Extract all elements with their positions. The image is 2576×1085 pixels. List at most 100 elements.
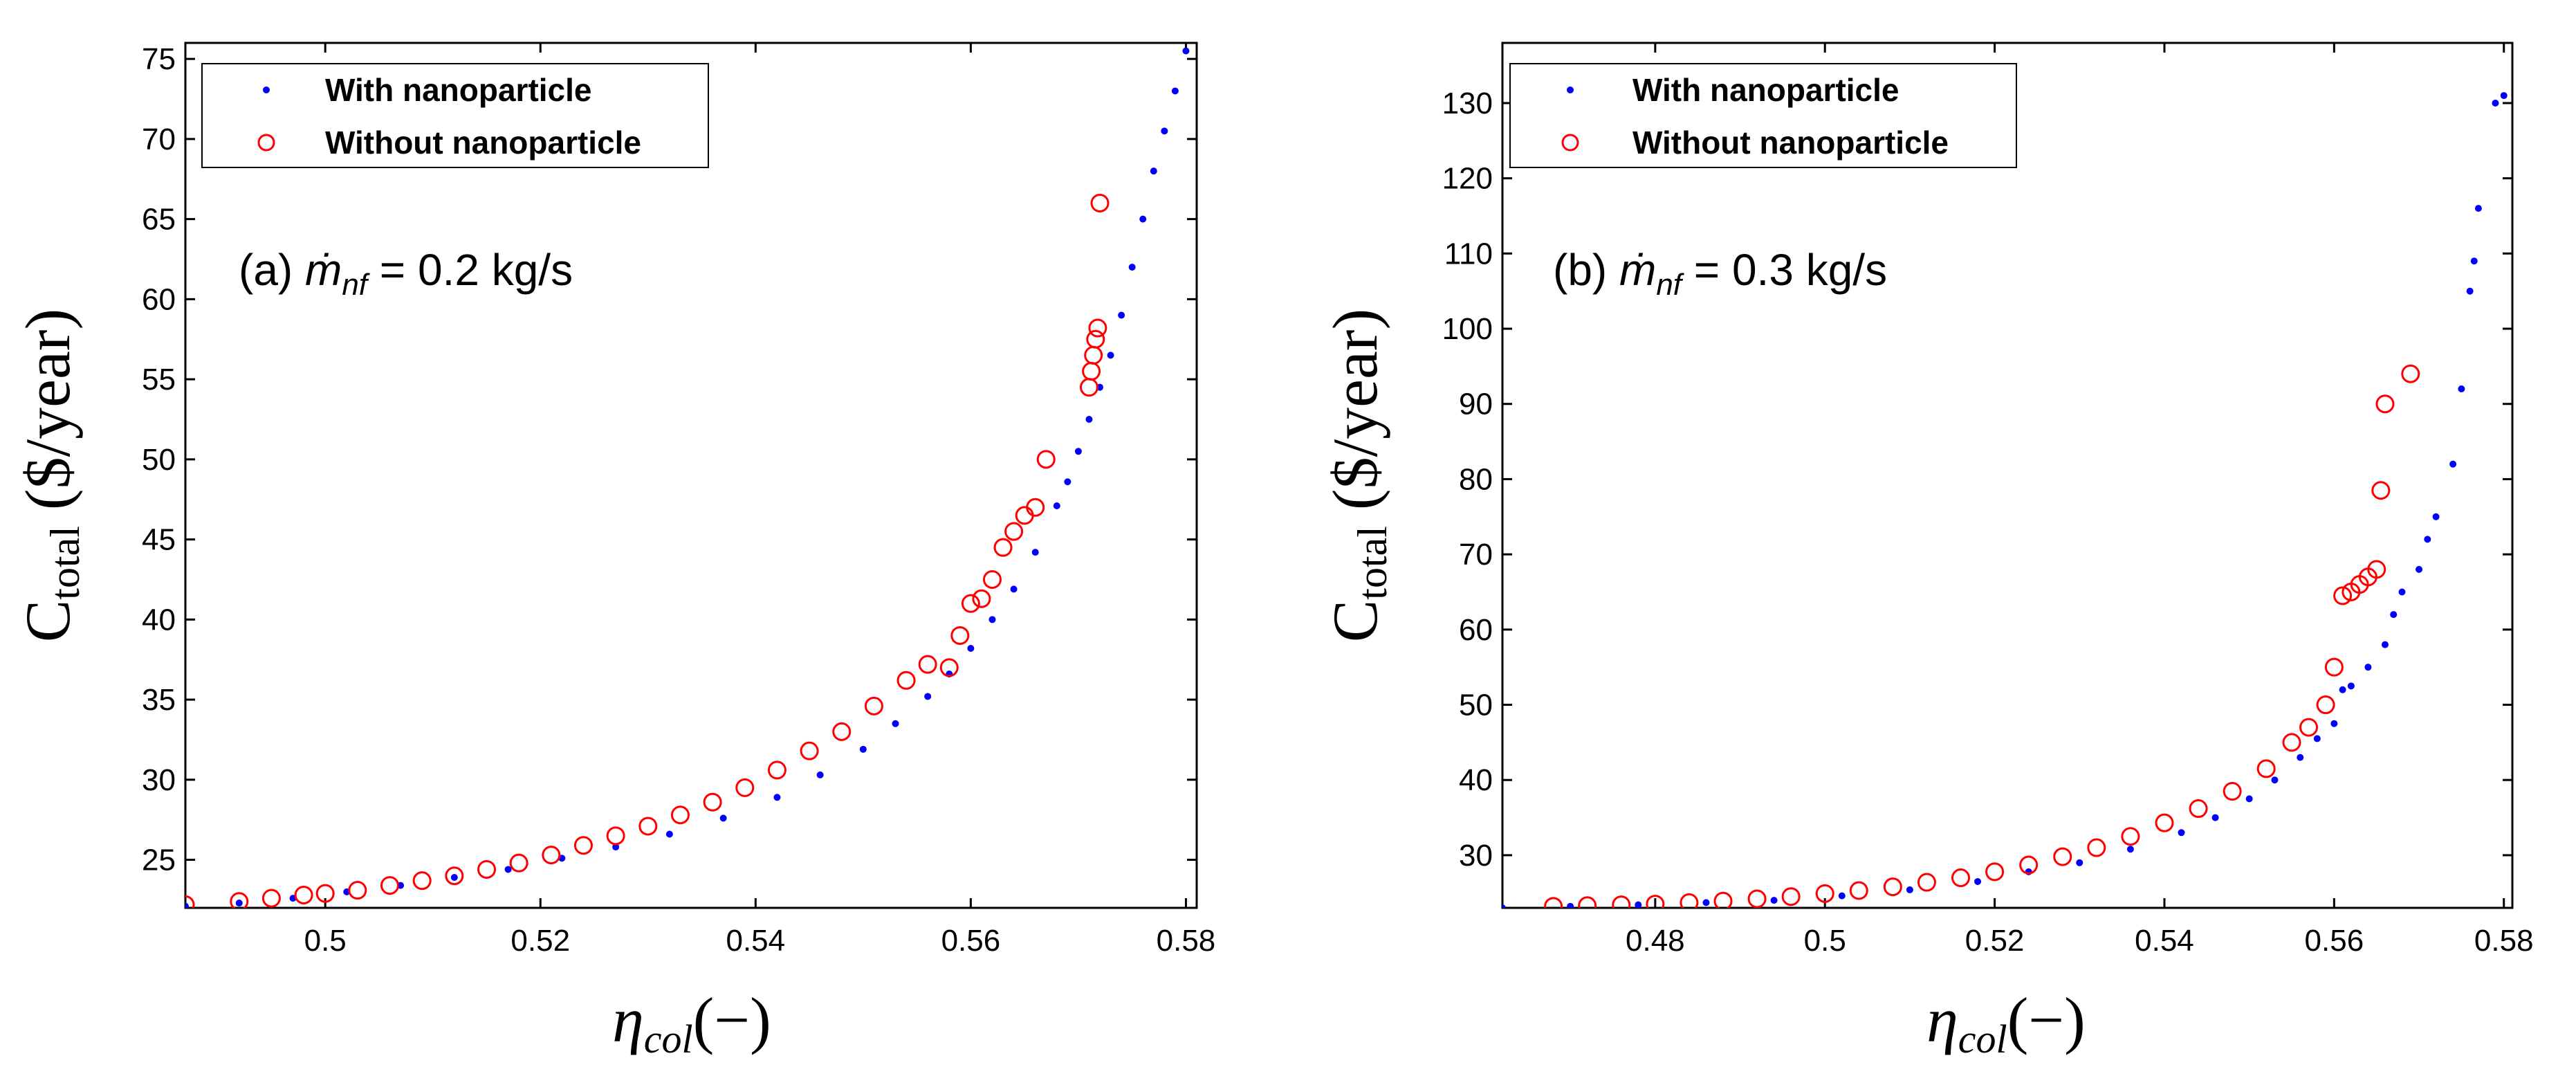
data-point-with-nanoparticle — [2458, 385, 2465, 392]
y-tick-label-b: 50 — [1459, 689, 1493, 722]
data-point-with-nanoparticle — [2466, 287, 2474, 295]
data-point-without-nanoparticle — [2155, 813, 2174, 832]
data-point-without-nanoparticle — [261, 888, 281, 908]
data-point-with-nanoparticle — [2416, 565, 2423, 573]
y-axis-label-b: Ctotal ($/year) — [1320, 309, 1395, 642]
data-point-with-nanoparticle — [924, 693, 932, 700]
data-point-with-nanoparticle — [773, 794, 781, 801]
data-point-without-nanoparticle — [2053, 847, 2072, 866]
data-point-without-nanoparticle — [2223, 782, 2242, 801]
data-point-without-nanoparticle — [939, 658, 959, 677]
data-point-with-nanoparticle — [2424, 536, 2431, 543]
data-point-without-nanoparticle — [1612, 895, 1631, 908]
data-point-without-nanoparticle — [1004, 522, 1024, 541]
x-tick-label-b: 0.56 — [2305, 924, 2364, 958]
data-point-without-nanoparticle — [1713, 891, 1733, 908]
annotation-b: (b) ṁnf = 0.3 kg/s — [1553, 245, 1887, 302]
data-point-with-nanoparticle — [2347, 682, 2355, 690]
y-tick-label-a: 75 — [142, 42, 176, 76]
data-point-with-nanoparticle — [235, 900, 243, 907]
data-point-with-nanoparticle — [665, 830, 673, 838]
data-point-with-nanoparticle — [2245, 795, 2253, 803]
data-point-without-nanoparticle — [1849, 881, 1868, 900]
y-tick-label-b: 30 — [1459, 839, 1493, 873]
data-point-without-nanoparticle — [542, 846, 561, 865]
x-tick-label-a: 0.56 — [941, 924, 1001, 958]
data-point-with-nanoparticle — [1770, 897, 1778, 904]
data-point-without-nanoparticle — [832, 722, 852, 741]
data-point-without-nanoparticle — [315, 884, 335, 903]
x-tick-label-b: 0.54 — [2135, 924, 2194, 958]
data-point-with-nanoparticle — [504, 866, 512, 873]
data-point-without-nanoparticle — [918, 655, 937, 674]
data-point-without-nanoparticle — [1026, 498, 1045, 517]
data-point-without-nanoparticle — [606, 826, 625, 846]
data-point-with-nanoparticle — [1053, 502, 1060, 509]
data-point-with-nanoparticle — [1182, 47, 1190, 55]
data-point-without-nanoparticle — [230, 892, 249, 908]
data-point-with-nanoparticle — [2492, 99, 2499, 107]
plot-area-a — [184, 42, 1198, 909]
x-tick-label-a: 0.54 — [726, 924, 785, 958]
data-point-without-nanoparticle — [380, 876, 400, 895]
data-point-with-nanoparticle — [967, 645, 975, 652]
data-point-with-nanoparticle — [1906, 886, 1913, 893]
legend-label-with-a: With nanoparticle — [325, 72, 592, 108]
data-point-without-nanoparticle — [767, 760, 786, 780]
data-point-with-nanoparticle — [450, 874, 458, 882]
data-point-with-nanoparticle — [1702, 899, 1710, 906]
data-point-with-nanoparticle — [1171, 87, 1179, 95]
annotation-a: (a) ṁnf = 0.2 kg/s — [239, 245, 573, 302]
legend-marker-with-a — [263, 86, 270, 93]
data-point-without-nanoparticle — [2371, 481, 2391, 500]
legend-box-b — [1509, 63, 2017, 168]
data-point-with-nanoparticle — [2470, 257, 2478, 265]
data-point-without-nanoparticle — [638, 817, 658, 836]
legend-label-with-b: With nanoparticle — [1632, 72, 1899, 108]
data-point-without-nanoparticle — [2087, 838, 2106, 857]
data-point-with-nanoparticle — [185, 902, 189, 908]
data-point-with-nanoparticle — [1074, 448, 1082, 455]
data-point-without-nanoparticle — [294, 885, 313, 904]
data-point-with-nanoparticle — [2076, 859, 2083, 866]
data-point-without-nanoparticle — [1544, 897, 1563, 908]
data-point-with-nanoparticle — [2474, 205, 2482, 212]
data-point-with-nanoparticle — [988, 616, 996, 623]
data-point-without-nanoparticle — [735, 778, 755, 797]
data-point-without-nanoparticle — [1036, 450, 1056, 469]
y-tick-label-a: 50 — [142, 443, 176, 477]
ticks-a: 0.5 0.52 0.54 0.56 0.58 25 30 35 40 45 50 55 60 65 70 7… — [142, 42, 1215, 958]
data-point-with-nanoparticle — [719, 814, 727, 822]
y-axis-label-a: Ctotal ($/year) — [12, 309, 88, 642]
y-tick-label-b: 80 — [1459, 462, 1493, 496]
y-tick-label-b: 70 — [1459, 538, 1493, 572]
data-point-without-nanoparticle — [573, 836, 593, 855]
data-point-without-nanoparticle — [2282, 733, 2301, 752]
data-point-without-nanoparticle — [2189, 799, 2208, 819]
y-tick-label-a: 30 — [142, 763, 176, 797]
points-b — [1502, 92, 2508, 908]
data-point-without-nanoparticle — [412, 871, 432, 891]
data-point-without-nanoparticle — [950, 626, 970, 645]
data-point-without-nanoparticle — [1680, 893, 1699, 908]
data-point-with-nanoparticle — [1118, 311, 1125, 319]
data-point-without-nanoparticle — [1747, 889, 1767, 908]
data-point-with-nanoparticle — [1502, 904, 1506, 908]
legend-label-without-a: Without nanoparticle — [325, 125, 641, 161]
data-point-without-nanoparticle — [896, 671, 916, 690]
data-point-with-nanoparticle — [1567, 902, 1574, 908]
data-point-without-nanoparticle — [2256, 759, 2276, 778]
y-tick-label-a: 60 — [142, 282, 176, 316]
plot-area-b — [1501, 42, 2514, 909]
x-tick-label-b: 0.48 — [1626, 924, 1685, 958]
data-point-with-nanoparticle — [2178, 829, 2185, 837]
x-tick-label-b: 0.5 — [1804, 924, 1846, 958]
y-tick-label-b: 100 — [1442, 312, 1493, 346]
data-point-with-nanoparticle — [1128, 264, 1136, 271]
data-point-without-nanoparticle — [1646, 895, 1665, 908]
data-point-with-nanoparticle — [1107, 352, 1114, 359]
y-tick-label-b: 130 — [1442, 86, 1493, 120]
y-tick-label-a: 55 — [142, 363, 176, 396]
data-point-without-nanoparticle — [2019, 855, 2039, 875]
